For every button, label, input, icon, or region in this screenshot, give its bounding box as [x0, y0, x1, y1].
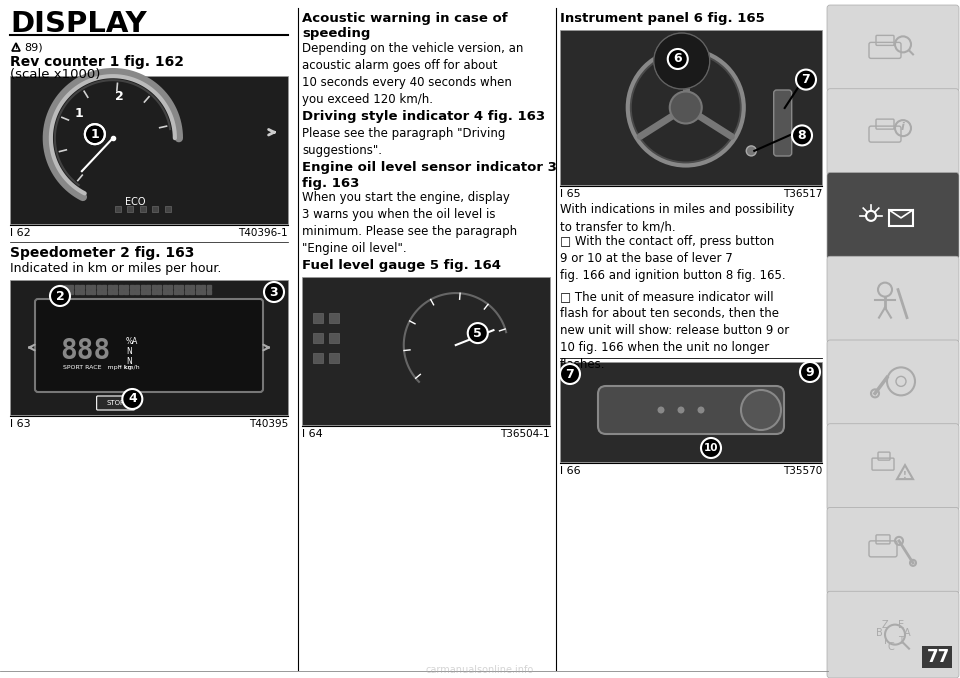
FancyBboxPatch shape [827, 256, 959, 343]
Text: 2: 2 [115, 90, 124, 104]
Circle shape [84, 124, 105, 144]
Circle shape [741, 390, 781, 430]
Text: 3: 3 [270, 285, 278, 298]
Text: * kg: * kg [119, 365, 132, 370]
Circle shape [628, 49, 744, 165]
Text: 89): 89) [24, 43, 42, 53]
Text: 10: 10 [704, 443, 718, 453]
Text: T: T [898, 636, 904, 645]
Text: Engine oil level sensor indicator 3
fig. 163: Engine oil level sensor indicator 3 fig.… [302, 161, 557, 189]
Text: 888: 888 [60, 337, 110, 365]
Text: 9: 9 [805, 365, 814, 378]
Circle shape [678, 407, 684, 414]
Circle shape [264, 282, 284, 302]
Text: □ With the contact off, press button
9 or 10 at the base of lever 7
fig. 166 and: □ With the contact off, press button 9 o… [560, 235, 785, 282]
Text: T40395: T40395 [249, 419, 288, 429]
Text: Driving style indicator 4 fig. 163: Driving style indicator 4 fig. 163 [302, 110, 545, 123]
Circle shape [746, 146, 756, 156]
Text: 2: 2 [56, 290, 64, 302]
Text: 5: 5 [473, 327, 482, 340]
Text: B: B [876, 628, 882, 637]
Text: 77: 77 [926, 648, 949, 666]
Circle shape [632, 54, 740, 161]
FancyBboxPatch shape [302, 277, 550, 425]
Text: (scale x1000): (scale x1000) [10, 68, 101, 81]
Circle shape [468, 323, 488, 343]
Circle shape [792, 125, 812, 145]
Text: T36504-1: T36504-1 [500, 429, 550, 439]
Text: A: A [903, 628, 910, 637]
Text: With indications in miles and possibility
to transfer to km/h.: With indications in miles and possibilit… [560, 203, 794, 233]
Text: Acoustic warning in case of
speeding: Acoustic warning in case of speeding [302, 12, 508, 41]
FancyBboxPatch shape [10, 280, 288, 415]
Text: 8: 8 [798, 129, 806, 142]
Text: ECO: ECO [125, 197, 145, 207]
Text: l 65: l 65 [560, 189, 581, 199]
Circle shape [658, 407, 664, 414]
FancyBboxPatch shape [827, 172, 959, 259]
FancyBboxPatch shape [827, 89, 959, 176]
FancyBboxPatch shape [560, 362, 822, 462]
Text: Indicated in km or miles per hour.: Indicated in km or miles per hour. [10, 262, 222, 275]
Text: 4: 4 [128, 393, 136, 405]
Circle shape [50, 286, 70, 306]
Text: N: N [126, 357, 132, 365]
Text: Z: Z [881, 620, 888, 630]
Text: 7: 7 [802, 73, 810, 86]
FancyBboxPatch shape [827, 424, 959, 511]
Text: I: I [883, 636, 886, 645]
FancyBboxPatch shape [827, 591, 959, 678]
Circle shape [654, 33, 709, 89]
Text: Please see the paragraph "Driving
suggestions".: Please see the paragraph "Driving sugges… [302, 127, 505, 157]
Text: T35570: T35570 [782, 466, 822, 476]
Text: When you start the engine, display
3 warns you when the oil level is
minimum. Pl: When you start the engine, display 3 war… [302, 191, 517, 255]
Circle shape [796, 70, 816, 89]
FancyBboxPatch shape [774, 90, 792, 156]
Text: Fuel level gauge 5 fig. 164: Fuel level gauge 5 fig. 164 [302, 259, 501, 272]
Circle shape [800, 362, 820, 382]
Text: N: N [126, 346, 132, 355]
Text: !: ! [903, 471, 907, 479]
Text: i: i [901, 122, 905, 132]
Circle shape [670, 92, 702, 123]
Text: 1: 1 [90, 127, 99, 140]
Text: 6: 6 [674, 52, 682, 66]
FancyBboxPatch shape [827, 340, 959, 426]
Text: %A: %A [126, 336, 138, 346]
Text: □ The unit of measure indicator will
flash for about ten seconds, then the
new u: □ The unit of measure indicator will fla… [560, 290, 789, 371]
Text: Instrument panel 6 fig. 165: Instrument panel 6 fig. 165 [560, 12, 765, 25]
FancyBboxPatch shape [827, 508, 959, 594]
FancyBboxPatch shape [827, 5, 959, 92]
Text: l 63: l 63 [10, 419, 31, 429]
Text: 7: 7 [565, 367, 574, 380]
Text: DISPLAY: DISPLAY [10, 10, 147, 38]
Text: E: E [898, 620, 904, 630]
Circle shape [668, 49, 687, 69]
FancyBboxPatch shape [560, 30, 822, 185]
Text: Rev counter 1 fig. 162: Rev counter 1 fig. 162 [10, 55, 184, 69]
FancyBboxPatch shape [35, 299, 263, 392]
FancyBboxPatch shape [97, 396, 134, 410]
Circle shape [701, 438, 721, 458]
Text: T40396-1: T40396-1 [238, 228, 288, 238]
Text: T36517: T36517 [782, 189, 822, 199]
Text: l 62: l 62 [10, 228, 31, 238]
Text: l 66: l 66 [560, 466, 581, 476]
Text: Speedometer 2 fig. 163: Speedometer 2 fig. 163 [10, 246, 194, 260]
Circle shape [122, 389, 142, 409]
Text: Depending on the vehicle version, an
acoustic alarm goes off for about
10 second: Depending on the vehicle version, an aco… [302, 42, 523, 106]
Text: 1: 1 [75, 107, 84, 120]
Circle shape [698, 407, 705, 414]
FancyBboxPatch shape [10, 76, 288, 224]
FancyBboxPatch shape [922, 646, 952, 668]
FancyBboxPatch shape [598, 386, 784, 434]
Text: l 64: l 64 [302, 429, 323, 439]
Circle shape [560, 364, 580, 384]
Text: SPORT RACE   mph km/h: SPORT RACE mph km/h [63, 365, 139, 370]
Text: STOP: STOP [107, 400, 125, 406]
Text: C: C [888, 641, 895, 652]
Text: carmanualsonline.info: carmanualsonline.info [426, 665, 534, 675]
Text: !: ! [14, 45, 17, 50]
Polygon shape [12, 43, 20, 51]
